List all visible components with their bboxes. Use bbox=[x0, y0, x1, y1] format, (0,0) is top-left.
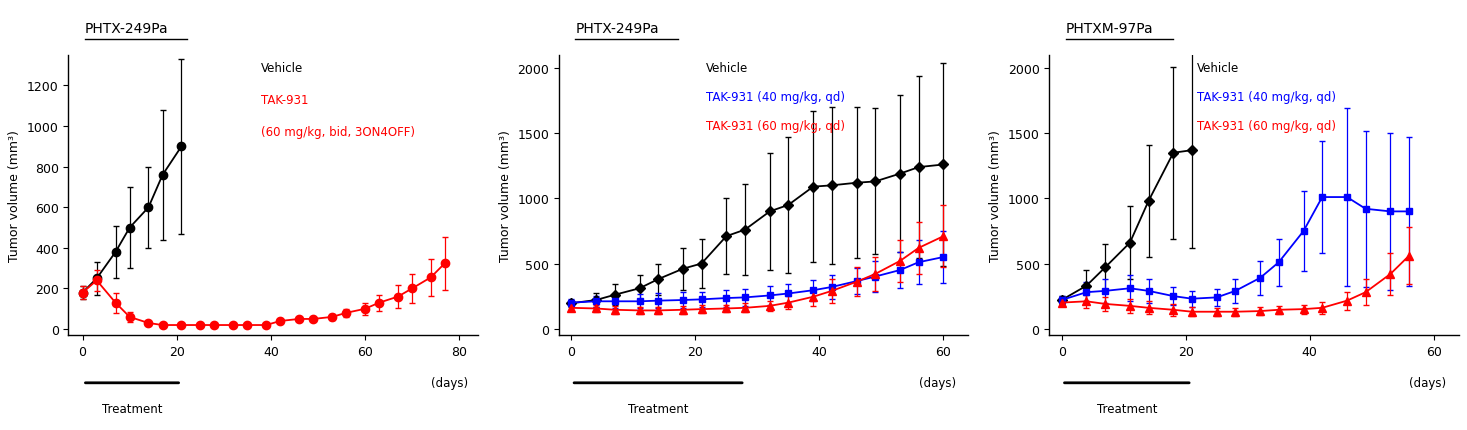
Y-axis label: Tumor volume (mm³): Tumor volume (mm³) bbox=[9, 130, 22, 261]
Text: TAK-931 (40 mg/kg, qd): TAK-931 (40 mg/kg, qd) bbox=[1197, 91, 1335, 104]
Text: Treatment: Treatment bbox=[101, 402, 163, 415]
Y-axis label: Tumor volume (mm³): Tumor volume (mm³) bbox=[989, 130, 1002, 261]
Text: PHTXM-97Pa: PHTXM-97Pa bbox=[1065, 22, 1153, 36]
Text: Vehicle: Vehicle bbox=[706, 61, 748, 74]
Text: TAK-931 (60 mg/kg, qd): TAK-931 (60 mg/kg, qd) bbox=[1197, 120, 1335, 133]
Text: PHTX-249Pa: PHTX-249Pa bbox=[85, 22, 169, 36]
Text: TAK-931: TAK-931 bbox=[261, 94, 308, 107]
Text: (days): (days) bbox=[1410, 376, 1446, 390]
Text: Treatment: Treatment bbox=[628, 402, 688, 415]
Y-axis label: Tumor volume (mm³): Tumor volume (mm³) bbox=[499, 130, 512, 261]
Text: TAK-931 (40 mg/kg, qd): TAK-931 (40 mg/kg, qd) bbox=[706, 91, 845, 104]
Text: (days): (days) bbox=[918, 376, 956, 390]
Text: TAK-931 (60 mg/kg, qd): TAK-931 (60 mg/kg, qd) bbox=[706, 120, 845, 133]
Text: Vehicle: Vehicle bbox=[261, 61, 304, 74]
Text: PHTX-249Pa: PHTX-249Pa bbox=[575, 22, 659, 36]
Text: (days): (days) bbox=[431, 376, 468, 390]
Text: Vehicle: Vehicle bbox=[1197, 61, 1240, 74]
Text: (60 mg/kg, bid, 3ON4OFF): (60 mg/kg, bid, 3ON4OFF) bbox=[261, 126, 415, 139]
Text: Treatment: Treatment bbox=[1096, 402, 1157, 415]
